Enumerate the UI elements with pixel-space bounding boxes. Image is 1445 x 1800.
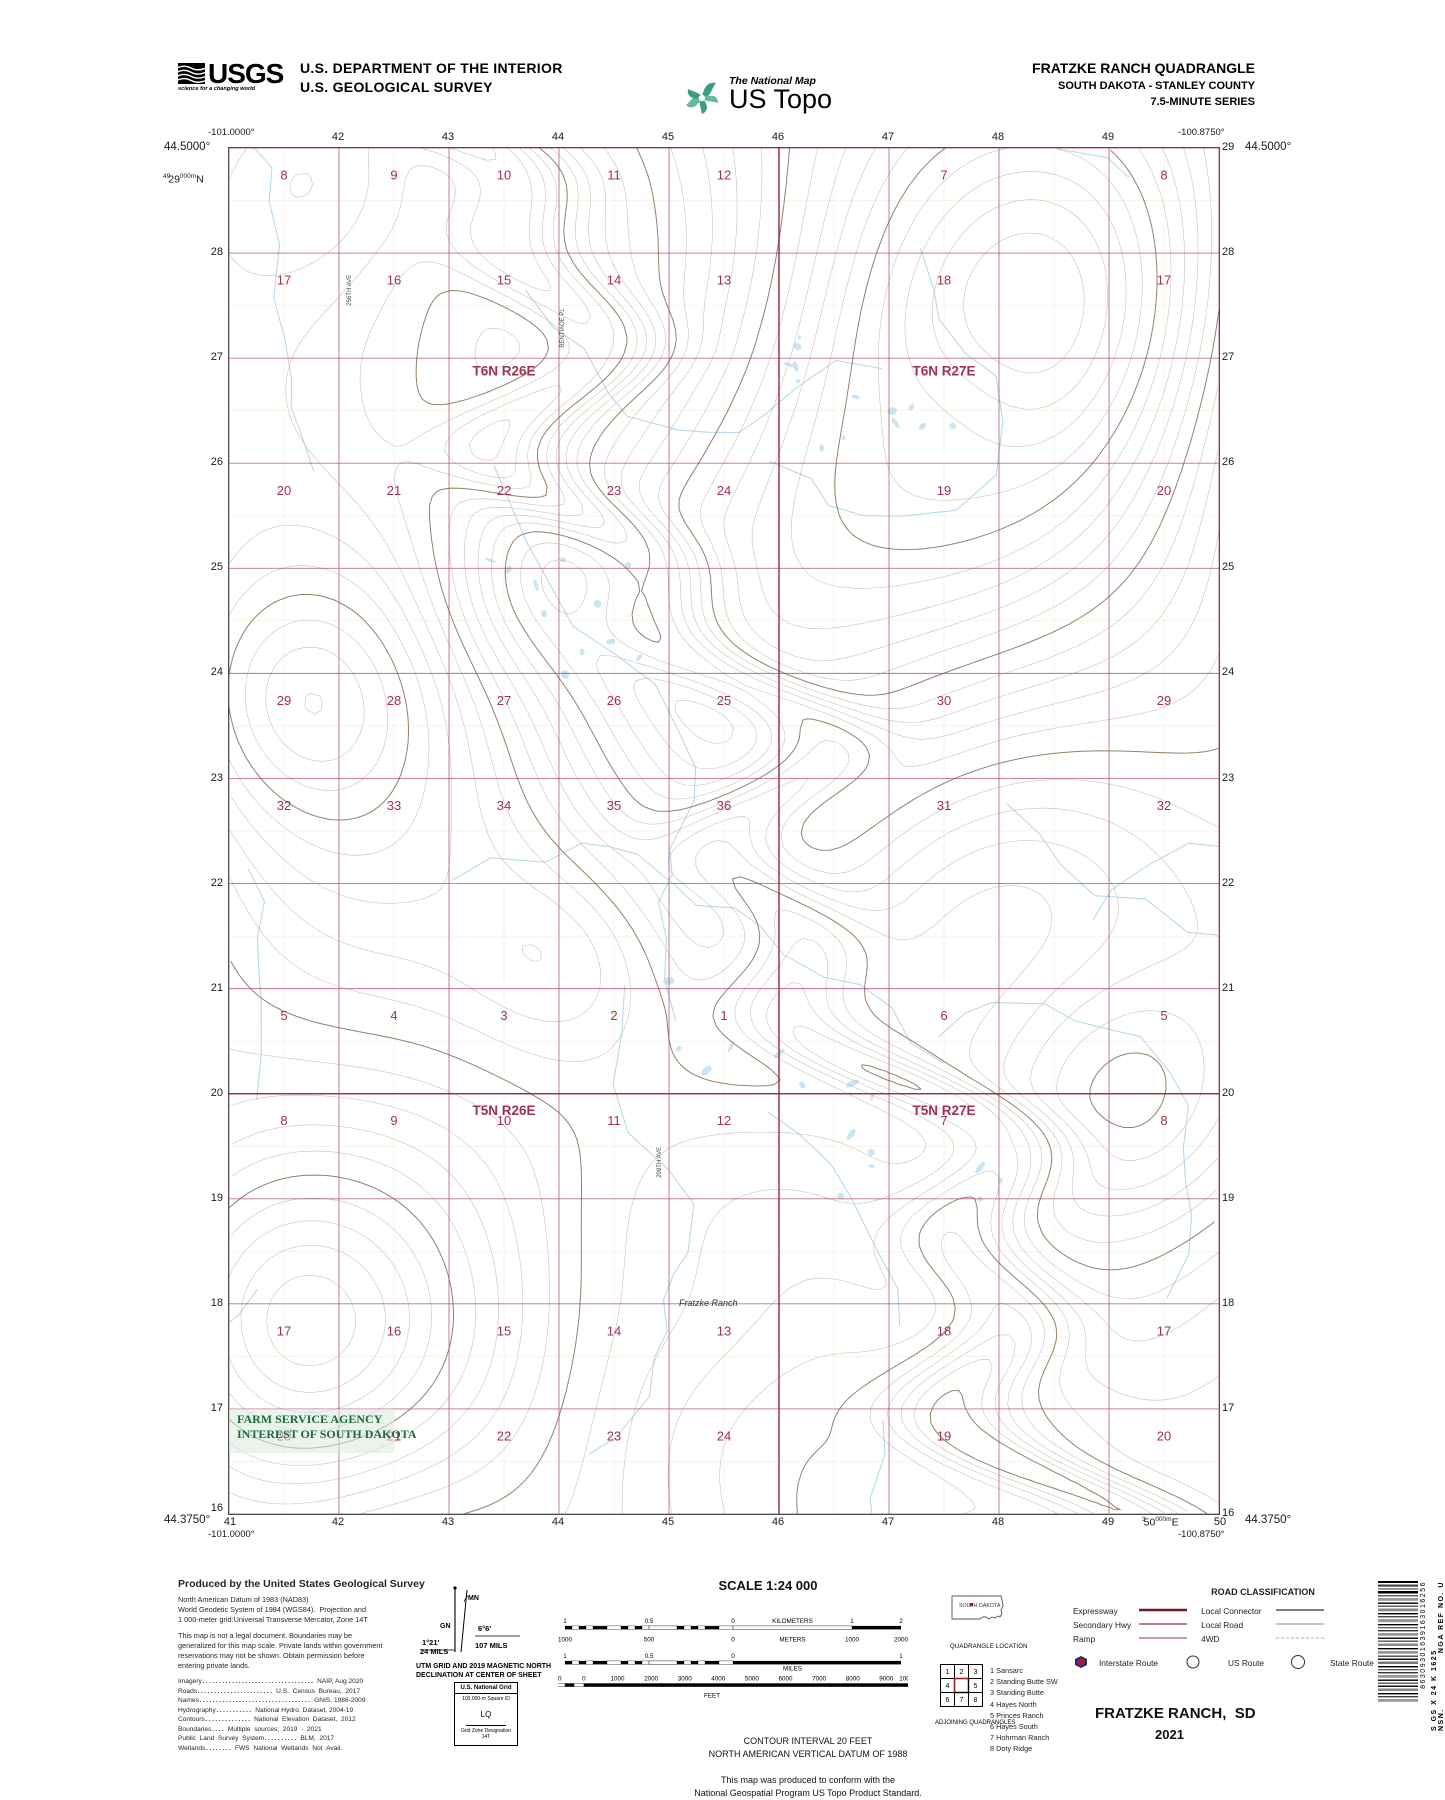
- svg-text:3: 3: [974, 1669, 978, 1676]
- svg-text:107 MILS: 107 MILS: [475, 1641, 508, 1650]
- svg-text:MN: MN: [468, 1595, 479, 1602]
- svg-text:1000: 1000: [610, 1676, 625, 1683]
- svg-text:1: 1: [563, 1653, 567, 1660]
- svg-text:1: 1: [563, 1618, 567, 1625]
- svg-text:2: 2: [960, 1669, 964, 1676]
- svg-text:1: 1: [946, 1669, 950, 1676]
- svg-text:2000: 2000: [644, 1676, 659, 1683]
- svg-text:0: 0: [731, 1636, 735, 1643]
- svg-text:6000: 6000: [778, 1676, 793, 1683]
- svg-text:FEET: FEET: [704, 1692, 720, 1699]
- svg-text:5: 5: [974, 1683, 978, 1690]
- svg-text:0: 0: [731, 1653, 735, 1660]
- svg-text:4000: 4000: [711, 1676, 726, 1683]
- svg-text:0.5: 0.5: [645, 1653, 654, 1660]
- svg-text:GN: GN: [440, 1623, 451, 1630]
- svg-text:5000: 5000: [745, 1676, 760, 1683]
- svg-text:2: 2: [899, 1618, 903, 1625]
- svg-text:SOUTH DAKOTA: SOUTH DAKOTA: [959, 1603, 1001, 1609]
- svg-text:1: 1: [899, 1653, 903, 1660]
- svg-text:1000: 1000: [558, 1676, 562, 1683]
- svg-text:7000: 7000: [812, 1676, 827, 1683]
- svg-text:0: 0: [731, 1618, 735, 1625]
- svg-text:MILES: MILES: [783, 1666, 802, 1673]
- svg-text:8000: 8000: [846, 1676, 861, 1683]
- svg-text:9000: 9000: [879, 1676, 894, 1683]
- svg-text:1000: 1000: [845, 1636, 860, 1643]
- svg-text:0.5: 0.5: [645, 1618, 654, 1625]
- svg-text:8: 8: [974, 1697, 978, 1704]
- svg-text:1: 1: [850, 1618, 854, 1625]
- svg-text:4: 4: [946, 1683, 950, 1690]
- svg-text:6°6′: 6°6′: [478, 1624, 491, 1633]
- svg-text:KILOMETERS: KILOMETERS: [772, 1618, 813, 1625]
- svg-text:3000: 3000: [678, 1676, 693, 1683]
- svg-text:1°21′: 1°21′: [422, 1638, 440, 1647]
- svg-text:10000: 10000: [899, 1676, 908, 1683]
- svg-text:24 MILS: 24 MILS: [420, 1647, 448, 1654]
- svg-text:7: 7: [960, 1697, 964, 1704]
- svg-text:1000: 1000: [558, 1636, 572, 1643]
- svg-text:500: 500: [644, 1636, 655, 1643]
- svg-text:6: 6: [946, 1697, 950, 1704]
- svg-text:0: 0: [582, 1676, 586, 1683]
- svg-text:2000: 2000: [894, 1636, 908, 1643]
- svg-text:METERS: METERS: [779, 1636, 805, 1643]
